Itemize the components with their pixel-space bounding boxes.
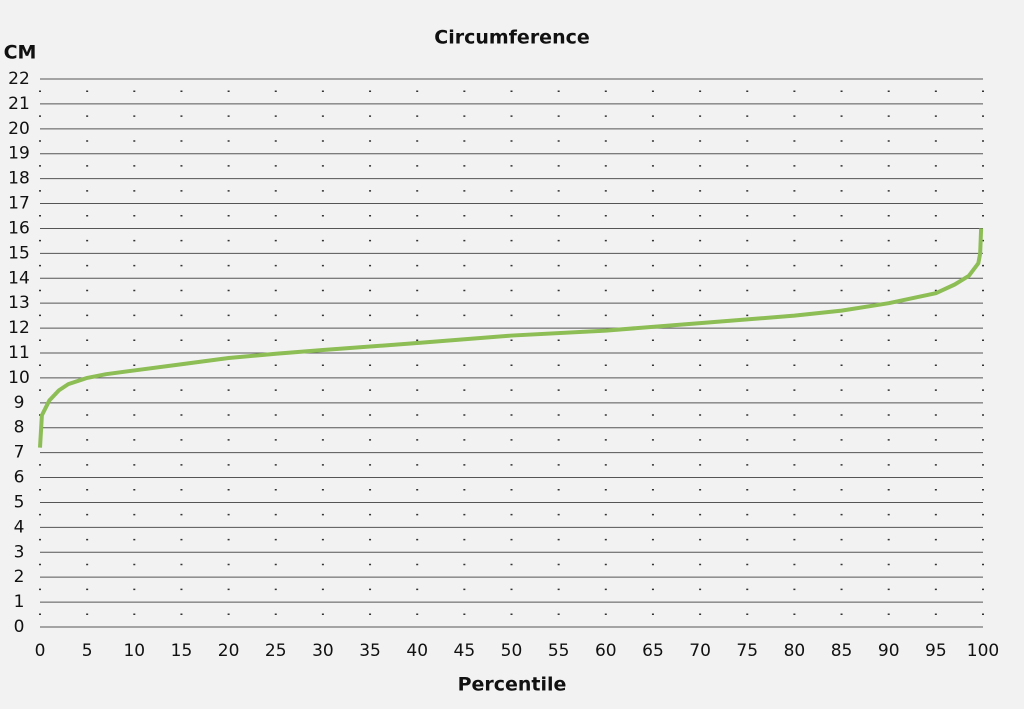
x-tick-label: 80 bbox=[784, 641, 806, 661]
data-line bbox=[38, 228, 984, 448]
y-axis-label: CM bbox=[4, 42, 37, 64]
y-tick-label: 20 bbox=[8, 119, 30, 139]
y-tick-label: 1 bbox=[14, 592, 25, 612]
x-tick-label: 100 bbox=[967, 641, 999, 661]
y-tick-label: 2 bbox=[14, 567, 25, 587]
x-tick-label: 35 bbox=[359, 641, 381, 661]
y-tick-label: 14 bbox=[8, 268, 30, 288]
y-tick-label: 21 bbox=[8, 94, 30, 114]
x-tick-label: 40 bbox=[406, 641, 428, 661]
y-tick-label: 18 bbox=[8, 169, 30, 189]
x-tick-label: 60 bbox=[595, 641, 617, 661]
y-tick-label: 13 bbox=[8, 293, 30, 313]
y-tick-label: 22 bbox=[8, 69, 30, 89]
x-tick-label: 20 bbox=[218, 641, 240, 661]
y-tick-label: 10 bbox=[8, 368, 30, 388]
x-tick-label: 85 bbox=[831, 641, 853, 661]
x-tick-label: 0 bbox=[35, 641, 46, 661]
x-tick-label: 55 bbox=[548, 641, 570, 661]
x-tick-label: 95 bbox=[925, 641, 947, 661]
x-tick-label: 5 bbox=[82, 641, 93, 661]
y-tick-label: 4 bbox=[14, 517, 25, 537]
y-tick-label: 8 bbox=[14, 418, 25, 438]
x-tick-label: 15 bbox=[171, 641, 193, 661]
x-tick-label: 90 bbox=[878, 641, 900, 661]
y-tick-label: 3 bbox=[14, 542, 25, 562]
x-axis-label: Percentile bbox=[458, 674, 567, 696]
x-tick-label: 70 bbox=[689, 641, 711, 661]
x-tick-label: 65 bbox=[642, 641, 664, 661]
x-tick-label: 25 bbox=[265, 641, 287, 661]
x-tick-label: 50 bbox=[501, 641, 523, 661]
y-tick-label: 12 bbox=[8, 318, 30, 338]
x-tick-label: 30 bbox=[312, 641, 334, 661]
y-tick-label: 7 bbox=[14, 443, 25, 463]
y-tick-label: 11 bbox=[8, 343, 30, 363]
x-tick-label: 45 bbox=[454, 641, 476, 661]
y-tick-label: 19 bbox=[8, 144, 30, 164]
y-tick-label: 0 bbox=[14, 617, 25, 637]
y-tick-label: 6 bbox=[14, 468, 25, 488]
x-tick-label: 75 bbox=[736, 641, 758, 661]
y-tick-label: 9 bbox=[14, 393, 25, 413]
y-tick-label: 16 bbox=[8, 218, 30, 238]
y-tick-label: 5 bbox=[14, 492, 25, 512]
y-tick-label: 15 bbox=[8, 243, 30, 263]
x-tick-label: 10 bbox=[123, 641, 145, 661]
y-tick-label: 17 bbox=[8, 194, 30, 214]
chart-title: Circumference bbox=[434, 27, 590, 49]
